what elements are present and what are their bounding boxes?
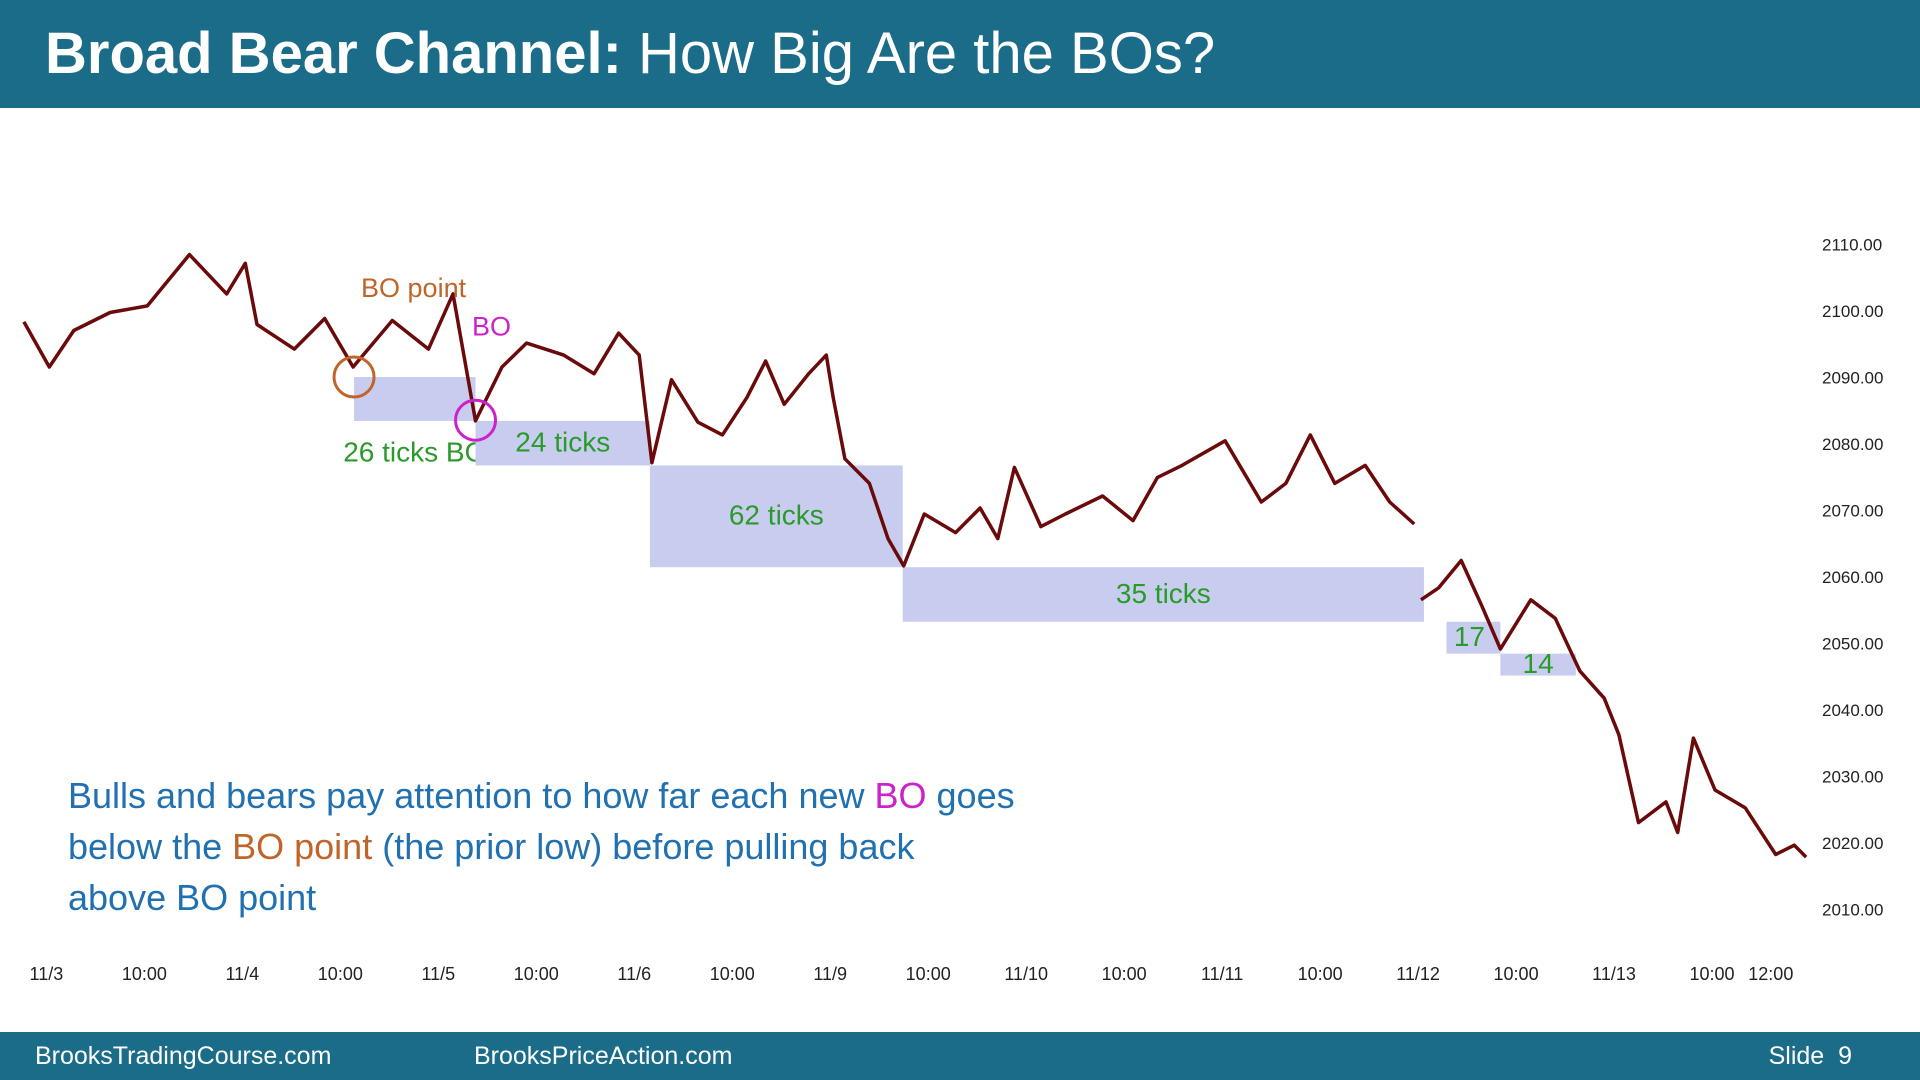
y-tick-label: 2070.00 xyxy=(1822,501,1883,520)
y-tick-label: 2090.00 xyxy=(1822,368,1883,387)
x-tick-label: 11/5 xyxy=(421,964,455,984)
x-tick-label: 11/3 xyxy=(30,964,64,984)
note-line: below the BO point (the prior low) befor… xyxy=(68,821,1015,872)
y-tick-label: 2110.00 xyxy=(1822,235,1882,254)
note-segment: below the xyxy=(68,826,233,867)
footer-left: BrooksTradingCourse.com xyxy=(35,1042,332,1070)
y-tick-label: 2080.00 xyxy=(1822,435,1883,454)
breakout-box xyxy=(902,567,1424,622)
y-tick-label: 2010.00 xyxy=(1822,900,1883,919)
breakout-box xyxy=(475,420,650,466)
y-tick-label: 2060.00 xyxy=(1822,568,1883,587)
note-segment: goes xyxy=(926,775,1015,816)
x-tick-label: 10:00 xyxy=(1494,964,1539,984)
note-segment: BO xyxy=(874,775,927,816)
bo-label: BO xyxy=(472,311,511,341)
x-tick-label: 10:00 xyxy=(906,964,951,984)
box-label: 35 ticks xyxy=(1116,578,1211,609)
x-tick-label: 10:00 xyxy=(1298,964,1343,984)
x-tick-label: 10:00 xyxy=(1689,964,1734,984)
note-segment: (the prior low) before pulling back xyxy=(372,826,915,867)
note-segment: Bulls and bears pay attention to how far… xyxy=(68,775,875,816)
x-tick-label: 11/6 xyxy=(617,964,651,984)
y-tick-label: 2020.00 xyxy=(1822,834,1883,853)
title-bold: Broad Bear Channel: xyxy=(45,21,622,86)
x-tick-label: 11/12 xyxy=(1396,964,1440,984)
y-tick-label: 2050.00 xyxy=(1822,634,1883,653)
title-rest: How Big Are the BOs? xyxy=(638,21,1216,86)
title: Broad Bear Channel: How Big Are the BOs? xyxy=(45,20,1215,87)
y-tick-label: 2040.00 xyxy=(1822,701,1883,720)
x-tick-label: 10:00 xyxy=(122,964,167,984)
x-tick-label: 11/11 xyxy=(1201,964,1243,984)
x-tick-label: 10:00 xyxy=(1102,964,1147,984)
footer-center: BrooksPriceAction.com xyxy=(474,1042,733,1070)
box-label: 14 xyxy=(1523,648,1554,679)
x-tick-label: 10:00 xyxy=(710,964,755,984)
box-label: 17 xyxy=(1454,621,1485,652)
x-tick-label: 11/9 xyxy=(813,964,847,984)
footer: BrooksTradingCourse.com BrooksPriceActio… xyxy=(0,1032,1920,1080)
note-line: above BO point xyxy=(68,872,1015,923)
header: Broad Bear Channel: How Big Are the BOs? xyxy=(0,0,1920,108)
chart: 2010.00 2020.00 2030.00 2040.00 2050.00 2060.… xyxy=(22,235,1883,984)
note: Bulls and bears pay attention to how far… xyxy=(68,770,1015,923)
bo-circle xyxy=(454,398,498,442)
x-tick-label: 10:00 xyxy=(318,964,363,984)
y-tick-label: 2030.00 xyxy=(1822,767,1883,786)
y-tick-label: 2100.00 xyxy=(1822,302,1883,321)
price-line xyxy=(22,252,1808,859)
x-tick-label: 12:00 xyxy=(1748,964,1793,984)
x-tick-label: 11/4 xyxy=(225,964,259,984)
note-segment: above BO point xyxy=(68,877,317,918)
breakout-box xyxy=(1500,653,1576,676)
bo-label: BO point xyxy=(361,273,467,303)
note-line: Bulls and bears pay attention to how far… xyxy=(68,770,1015,821)
bo-circle xyxy=(332,355,376,399)
footer-right: Slide 9 xyxy=(1768,1042,1852,1070)
x-tick-label: 11/10 xyxy=(1004,964,1048,984)
x-tick-label: 10:00 xyxy=(514,964,559,984)
box-label: 62 ticks xyxy=(729,500,824,531)
note-segment: BO point xyxy=(232,826,373,867)
box-label: 26 ticks BO xyxy=(343,436,486,467)
box-label: 24 ticks xyxy=(515,427,610,458)
breakout-box xyxy=(649,465,903,568)
x-tick-label: 11/13 xyxy=(1592,964,1636,984)
